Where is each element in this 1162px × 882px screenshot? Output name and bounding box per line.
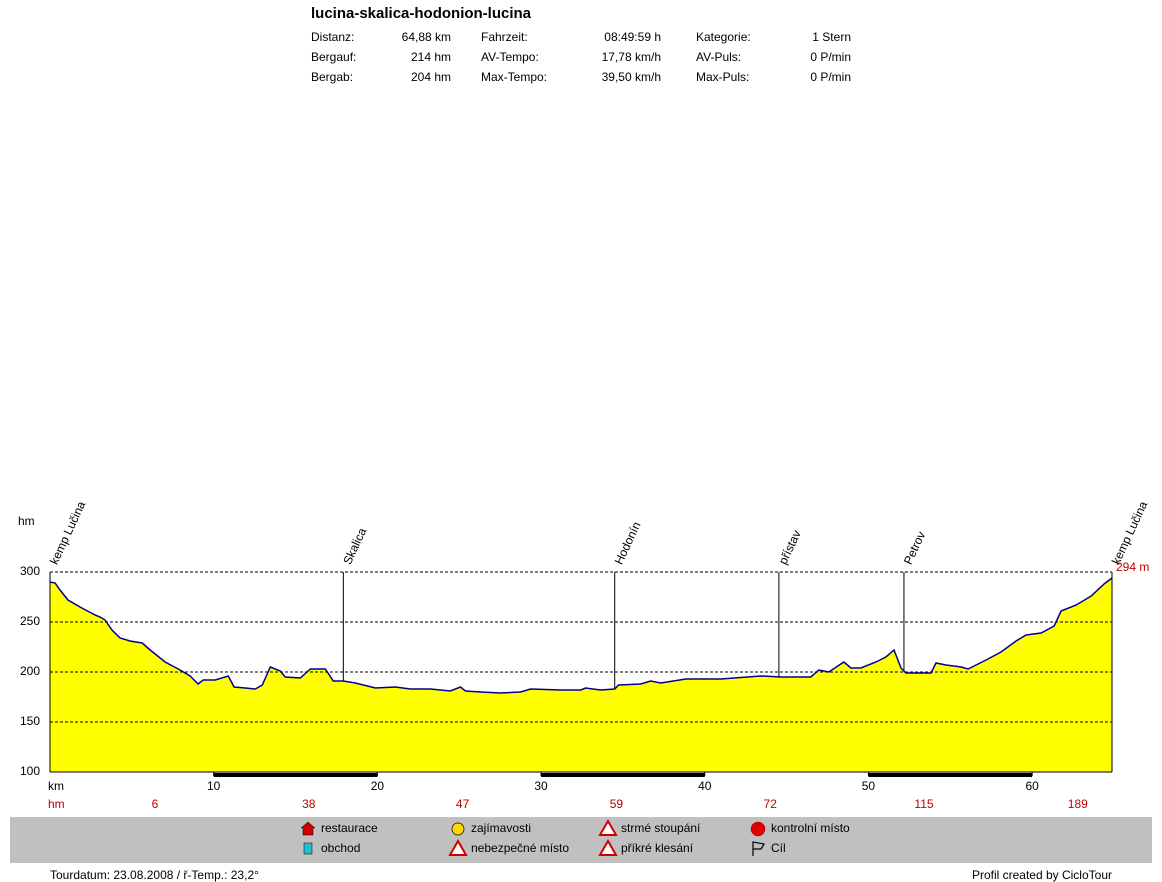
end-label: 294 m bbox=[1116, 560, 1149, 574]
legend-icon bbox=[300, 821, 316, 836]
stat-value: 204 hm bbox=[411, 70, 451, 84]
x-tick-label: 60 bbox=[1025, 779, 1039, 793]
legend-icon bbox=[303, 842, 313, 855]
stat-value: 214 hm bbox=[411, 50, 451, 64]
legend-label: obchod bbox=[321, 841, 360, 855]
x-tick-label: 40 bbox=[698, 779, 712, 793]
marker-label: kemp Lučina bbox=[1109, 499, 1151, 567]
legend-label: nebezpečné místo bbox=[471, 841, 569, 855]
marker-label: přístav bbox=[776, 528, 804, 567]
scale-bar bbox=[541, 773, 705, 777]
marker-label: Skalica bbox=[340, 525, 369, 566]
stat-label: Bergauf: bbox=[311, 50, 356, 64]
legend-icon bbox=[448, 838, 468, 856]
legend-label: Cíl bbox=[771, 841, 786, 855]
climb-value: 189 bbox=[1068, 797, 1088, 811]
y-axis-label: hm bbox=[18, 514, 35, 528]
legend-icon bbox=[750, 821, 766, 837]
stat-value: 17,78 km/h bbox=[602, 50, 661, 64]
legend-label: zajímavosti bbox=[471, 821, 531, 835]
x-tick-label: 50 bbox=[862, 779, 876, 793]
x-axis-label: km bbox=[48, 779, 64, 793]
stat-label: Bergab: bbox=[311, 70, 353, 84]
y-tick-label: 150 bbox=[20, 714, 40, 728]
climb-value: 115 bbox=[914, 797, 933, 811]
stat-label: AV-Tempo: bbox=[481, 50, 539, 64]
stat-label: Distanz: bbox=[311, 30, 354, 44]
x-tick-label: 10 bbox=[207, 779, 221, 793]
stat-label: Kategorie: bbox=[696, 30, 751, 44]
stat-value: 39,50 km/h bbox=[602, 70, 661, 84]
climb-value: 38 bbox=[302, 797, 316, 811]
scale-bar bbox=[868, 773, 1033, 777]
climb-value: 6 bbox=[152, 797, 159, 811]
y-tick-label: 250 bbox=[20, 614, 40, 628]
stat-label: Max-Puls: bbox=[696, 70, 749, 84]
legend-icon bbox=[598, 818, 618, 836]
legend-icon bbox=[752, 841, 765, 856]
stat-label: Max-Tempo: bbox=[481, 70, 547, 84]
legend-icon bbox=[451, 822, 465, 836]
chart-title: lucina-skalica-hodonion-lucina bbox=[311, 5, 532, 22]
profile-area bbox=[50, 578, 1112, 772]
footer-right: Profil created by CicloTour bbox=[972, 868, 1112, 882]
legend-label: kontrolní místo bbox=[771, 821, 850, 835]
stat-value: 0 P/min bbox=[810, 50, 851, 64]
y-tick-label: 100 bbox=[20, 764, 40, 778]
climb-value: 59 bbox=[610, 797, 624, 811]
profile-line bbox=[49, 577, 1113, 694]
y-tick-label: 300 bbox=[20, 564, 40, 578]
legend-label: restaurace bbox=[321, 821, 378, 835]
footer-left: Tourdatum: 23.08.2008 / ř-Temp.: 23,2° bbox=[50, 868, 259, 882]
stat-label: AV-Puls: bbox=[696, 50, 741, 64]
stat-value: 08:49:59 h bbox=[604, 30, 661, 44]
legend-box bbox=[10, 817, 1152, 863]
scale-bar bbox=[213, 773, 378, 777]
stat-value: 64,88 km bbox=[402, 30, 451, 44]
marker-label: Petrov bbox=[901, 529, 928, 566]
legend-label: příkré klesání bbox=[621, 841, 694, 855]
climb-value: 72 bbox=[764, 797, 778, 811]
x-tick-label: 30 bbox=[534, 779, 548, 793]
stat-value: 0 P/min bbox=[810, 70, 851, 84]
stat-label: Fahrzeit: bbox=[481, 30, 528, 44]
legend-icon bbox=[598, 838, 618, 856]
marker-label: kemp Lučina bbox=[47, 499, 89, 567]
legend-label: strmé stoupání bbox=[621, 821, 701, 835]
x-tick-label: 20 bbox=[371, 779, 385, 793]
stat-value: 1 Stern bbox=[812, 30, 851, 44]
climb-value: 47 bbox=[456, 797, 470, 811]
marker-label: Hodonín bbox=[612, 520, 644, 567]
y-tick-label: 200 bbox=[20, 664, 40, 678]
climb-label: hm bbox=[48, 797, 65, 811]
